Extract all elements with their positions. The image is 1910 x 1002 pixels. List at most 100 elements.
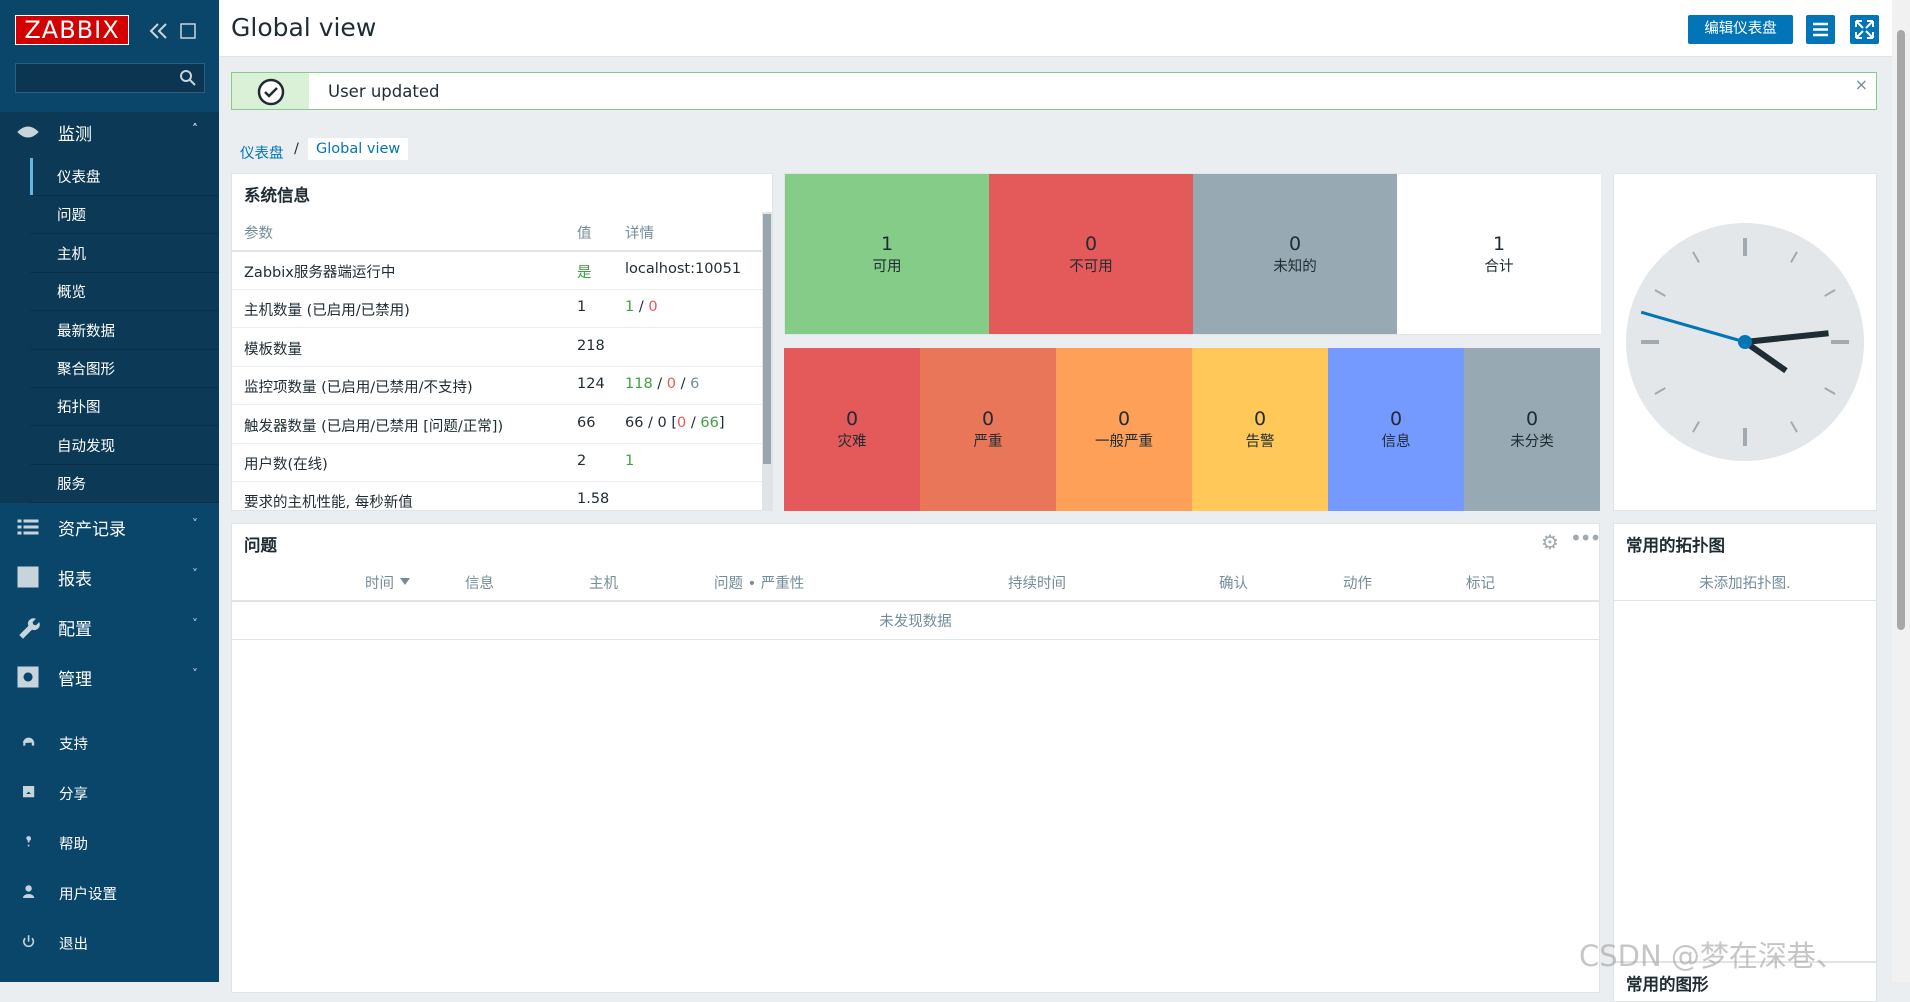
bottom-menu-item[interactable]: 支持 — [59, 737, 88, 753]
submenu-item[interactable]: 拓扑图 — [30, 388, 219, 427]
clock — [1626, 223, 1864, 461]
value-cell: 2 — [577, 453, 587, 469]
bottom-menu-item[interactable]: 帮助 — [59, 837, 88, 853]
submenu-item[interactable]: 服务 — [30, 465, 219, 504]
search-input[interactable] — [15, 63, 205, 93]
chevron[interactable]: ˅ — [192, 617, 198, 631]
sort-arrow — [400, 578, 410, 585]
chevron[interactable]: ˅ — [192, 667, 198, 681]
details-cell: 66 / 0 [0 / 66] — [625, 415, 725, 431]
icon-shape — [19, 618, 40, 639]
param-cell: 要求的主机性能, 每秒新值 — [244, 495, 413, 511]
widget-settings-icon[interactable]: ⚙ — [1541, 530, 1559, 554]
value-cell: 1 — [577, 299, 587, 316]
menu-icon — [17, 519, 39, 535]
submenu-item[interactable]: 问题 — [30, 196, 219, 235]
submenu-item[interactable]: 概览 — [30, 273, 219, 312]
column-header[interactable]: 时间 — [365, 576, 394, 592]
row-rule — [232, 289, 762, 290]
details-part: / — [652, 376, 667, 393]
param-cell: 主机数量 (已启用/已禁用) — [244, 303, 410, 320]
availability-count: 1 — [1492, 232, 1506, 255]
breadcrumb-current[interactable]: Global view — [308, 138, 409, 160]
menu-item[interactable]: 报表 — [58, 569, 92, 590]
clock-hand — [1640, 310, 1746, 344]
breadcrumb-link[interactable]: 仪表盘 — [240, 146, 284, 162]
bottom-menu-item[interactable]: 用户设置 — [59, 887, 117, 903]
details-part: / — [686, 414, 701, 431]
scrollbar-thumb[interactable] — [1897, 30, 1905, 630]
severity-count: 0 — [1525, 408, 1539, 430]
severity-label: 严重 — [973, 434, 1003, 450]
menu-button[interactable] — [1806, 15, 1835, 44]
sidebar-controls[interactable] — [148, 20, 200, 42]
close-icon[interactable]: × — [1854, 75, 1868, 94]
menu-item[interactable]: 监测 — [58, 125, 92, 145]
page-title: Global view — [231, 13, 377, 42]
edit-dashboard-button[interactable]: 编辑仪表盘 — [1688, 15, 1793, 44]
details-cell: 1 / 0 — [625, 299, 658, 315]
details-cell: 118 / 0 / 6 — [625, 376, 699, 392]
menu-item[interactable]: 管理 — [58, 669, 92, 690]
submenu-item[interactable]: 仪表盘 — [30, 158, 219, 196]
availability-label: 未知的 — [1273, 258, 1317, 275]
icon-shape — [23, 935, 35, 948]
row-rule — [232, 442, 762, 444]
clock-tick — [1654, 387, 1666, 395]
menu-icon — [23, 737, 35, 746]
clock-tick — [1692, 421, 1700, 433]
param-cell: 用户数(在线) — [244, 457, 328, 473]
chevron[interactable]: ˅ — [192, 517, 198, 531]
breadcrumb-separator: / — [294, 141, 299, 157]
row-rule — [232, 404, 762, 406]
details-part: 6 — [690, 376, 700, 393]
bottom-menu-item[interactable]: 分享 — [59, 787, 88, 803]
severity-label: 未分类 — [1510, 434, 1554, 450]
details-part: 0 — [677, 414, 687, 431]
logo[interactable]: ZABBIX — [15, 15, 129, 45]
details-part: localhost:10051 — [625, 261, 742, 277]
row-rule — [232, 481, 762, 482]
param-cell: 监控项数量 (已启用/已禁用/不支持) — [244, 380, 473, 397]
column-header: 标记 — [1466, 576, 1495, 592]
param-cell: Zabbix服务器端运行中 — [244, 265, 396, 281]
chevron[interactable]: ˅ — [192, 567, 198, 581]
severity-label: 灾难 — [837, 434, 867, 450]
menu-icon — [17, 666, 39, 688]
submenu-item[interactable]: 主机 — [30, 235, 219, 273]
chevron[interactable]: ˄ — [192, 122, 198, 136]
severity-count: 0 — [1253, 408, 1267, 430]
value-cell: 是 — [577, 265, 592, 281]
param-cell: 触发器数量 (已启用/已禁用 [问题/正常]) — [244, 418, 504, 435]
fullscreen-button[interactable] — [1850, 15, 1879, 44]
availability-cell: 1 合计 — [1397, 174, 1601, 334]
submenu-item[interactable]: 自动发现 — [30, 427, 219, 465]
clock-center — [1738, 335, 1752, 349]
clock-tick — [1692, 251, 1700, 263]
widget-title: 问题 — [244, 536, 277, 555]
details-part: 66 / 0 [ — [625, 414, 678, 431]
submenu — [0, 153, 219, 503]
submenu-item[interactable]: 最新数据 — [30, 312, 219, 350]
row-rule — [232, 327, 762, 329]
menu-item[interactable]: 配置 — [58, 619, 92, 640]
value-cell: 1.58 — [577, 491, 610, 508]
clock-tick — [1824, 289, 1836, 297]
menu-item[interactable]: 资产记录 — [58, 519, 126, 540]
icon-shape — [17, 126, 39, 138]
availability-cell: 1 可用 — [785, 174, 989, 334]
menu-icon — [23, 935, 35, 948]
bottom-menu-item[interactable]: 退出 — [59, 937, 88, 953]
icon-shape — [26, 836, 31, 847]
clock-widget — [1613, 173, 1877, 511]
icon-shape — [17, 666, 39, 688]
details-part: 1 — [625, 453, 635, 469]
submenu-item[interactable]: 聚合图形 — [30, 350, 219, 388]
message-box: User updated × — [231, 72, 1877, 110]
severity-count: 0 — [1117, 408, 1131, 430]
scrollbar[interactable] — [1892, 0, 1910, 982]
widget-title: 系统信息 — [244, 186, 310, 205]
search-icon[interactable] — [179, 69, 197, 87]
severity-cell: 0 严重 — [920, 348, 1056, 511]
widget-menu-icon[interactable]: ••• — [1570, 526, 1601, 550]
